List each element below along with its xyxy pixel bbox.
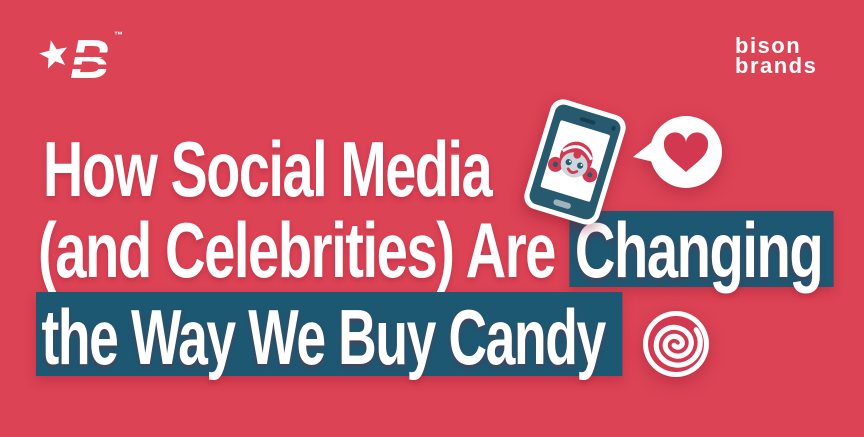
brand-wordmark: bison brands	[735, 33, 818, 78]
headline-line-3: the Way We Buy Candy	[36, 292, 623, 376]
eye-glint	[580, 163, 583, 166]
headphone-dot-left	[552, 161, 559, 167]
smartphone-illustration	[521, 96, 629, 228]
swirl-spiral	[653, 324, 703, 368]
phone-body	[527, 102, 623, 222]
logo-stripe-gap	[66, 52, 120, 57]
phone-screen	[540, 119, 611, 203]
candy-swirl-icon	[643, 311, 709, 377]
headline-highlight-changing: Changing	[569, 211, 834, 289]
smile	[566, 167, 579, 174]
eye-glint	[569, 160, 572, 163]
trademark-symbol: ™	[114, 30, 123, 40]
headband	[561, 145, 593, 161]
phone-speaker	[579, 116, 596, 125]
face	[560, 152, 588, 178]
phone-camera	[610, 125, 617, 131]
heart-icon	[663, 132, 709, 172]
bison-brands-logo: B ™	[39, 28, 123, 86]
logo-stripe-gap	[66, 64, 120, 69]
girl-avatar	[547, 141, 598, 183]
headline-line-2: (and Celebrities) Are Changing	[38, 211, 834, 289]
fringe-curl	[573, 151, 581, 159]
brand-line-2: brands	[735, 53, 818, 78]
phone-home-button	[552, 198, 572, 210]
speech-bubble-icon	[633, 116, 722, 188]
headline-line-2-text: (and Celebrities) Are	[38, 206, 570, 294]
headphone-dot-right	[587, 172, 593, 178]
star-icon	[39, 40, 67, 69]
brand-line-1: bison	[735, 33, 802, 58]
headline-line-1: How Social Media	[43, 125, 493, 213]
